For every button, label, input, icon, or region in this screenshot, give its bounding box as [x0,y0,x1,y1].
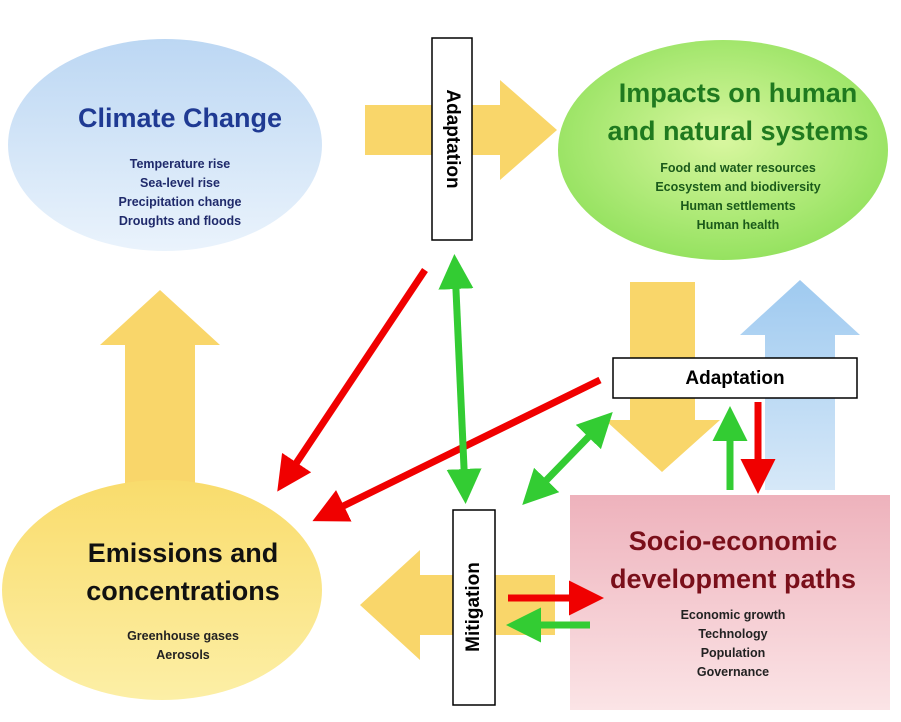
node-item: Greenhouse gases [127,629,239,643]
label-box [431,37,473,241]
label: Adaptation [685,368,784,389]
label-box [612,357,858,399]
green-arrow [438,254,482,504]
socio-node [570,495,890,710]
node-title: concentrations [86,576,280,606]
climate-node [8,39,322,251]
node-item: Governance [697,665,769,679]
node-title: Emissions and [88,538,279,568]
node-title: development paths [610,564,856,594]
green-arrow [522,411,613,506]
node-item: Human settlements [680,199,795,213]
red-arrow [277,268,428,492]
flow-arrow [100,290,220,500]
node-item: Population [701,646,766,660]
node-item: Droughts and floods [119,214,241,228]
node-item: Economic growth [681,608,786,622]
label: Adaptation [442,89,463,188]
label-box [452,509,496,706]
impacts-node [558,40,888,260]
node-item: Precipitation change [119,195,242,209]
emissions-node [2,480,322,700]
node-item: Ecosystem and biodiversity [655,180,820,194]
node-item: Human health [697,218,780,232]
node-item: Aerosols [156,648,210,662]
node-item: Food and water resources [660,161,816,175]
node-item: Technology [698,627,767,641]
label: Mitigation [463,562,484,652]
node-title: and natural systems [607,116,868,146]
node-item: Sea-level rise [140,176,220,190]
node-title: Climate Change [78,103,282,133]
node-title: Impacts on human [619,78,858,108]
node-title: Socio-economic [629,526,838,556]
node-item: Temperature rise [130,157,231,171]
